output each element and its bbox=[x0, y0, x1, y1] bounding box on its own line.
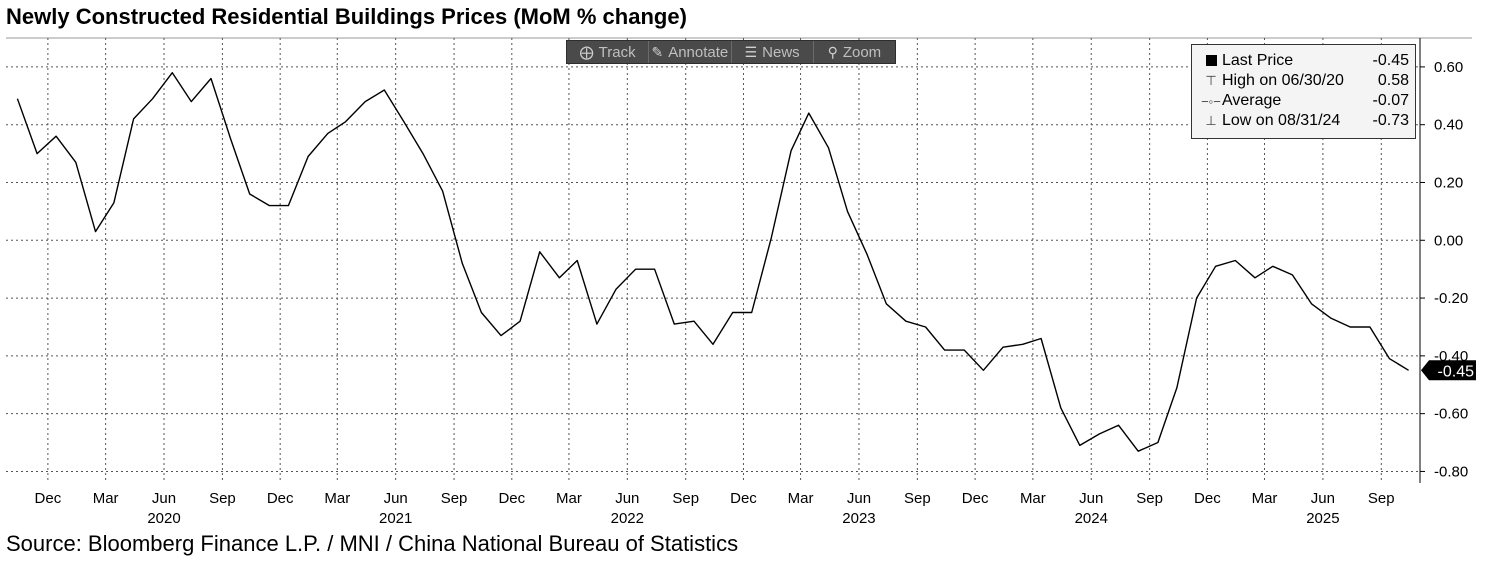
source-note: Source: Bloomberg Finance L.P. / MNI / C… bbox=[6, 531, 739, 556]
series-line bbox=[16, 72, 1409, 452]
x-tick-label: Jun bbox=[847, 490, 871, 507]
x-tick-label: Mar bbox=[1252, 490, 1278, 507]
low-marker-icon: ⊥ bbox=[1205, 113, 1217, 128]
legend-last-price-value: -0.45 bbox=[1372, 52, 1409, 69]
news-button[interactable]: ☰ News bbox=[732, 41, 814, 63]
y-tick-label: 0.60 bbox=[1434, 59, 1463, 76]
last-value-tag bbox=[1421, 360, 1476, 381]
annotate-label: Annotate bbox=[668, 43, 729, 61]
x-year-label: 2022 bbox=[611, 510, 644, 527]
y-tick-label: 0.00 bbox=[1434, 232, 1463, 249]
y-tick-label: -0.80 bbox=[1434, 463, 1468, 480]
news-icon: ☰ bbox=[744, 43, 758, 60]
x-tick-label: Mar bbox=[324, 490, 350, 507]
legend-last-price: Last Price -0.45 bbox=[1200, 51, 1409, 71]
x-tick-label: Dec bbox=[962, 490, 989, 507]
legend-high: ⊤ High on 06/30/20 0.58 bbox=[1200, 71, 1409, 91]
x-tick-label: Sep bbox=[1368, 490, 1395, 507]
chart-toolbar: ⨁ Track ✎ Annotate ☰ News ⚲ Zoom bbox=[566, 40, 896, 64]
legend-high-label: High on 06/30/20 bbox=[1222, 72, 1344, 89]
last-price-square-icon bbox=[1200, 54, 1222, 69]
legend-low-label: Low on 08/31/24 bbox=[1222, 112, 1341, 129]
zoom-button[interactable]: ⚲ Zoom bbox=[814, 41, 895, 63]
legend-average-value: -0.07 bbox=[1372, 92, 1409, 109]
legend-average: −◦− Average -0.07 bbox=[1200, 91, 1409, 111]
x-tick-label: Sep bbox=[209, 490, 236, 507]
magnifier-icon: ⚲ bbox=[827, 43, 838, 60]
high-marker-icon: ⊤ bbox=[1205, 73, 1217, 88]
x-tick-label: Sep bbox=[1136, 490, 1163, 507]
x-tick-label: Mar bbox=[788, 490, 814, 507]
x-year-label: 2025 bbox=[1306, 510, 1339, 527]
x-tick-label: Dec bbox=[730, 490, 757, 507]
legend-low: ⊥ Low on 08/31/24 -0.73 bbox=[1200, 111, 1409, 131]
average-marker-icon: −◦− bbox=[1201, 93, 1221, 109]
y-tick-label: -0.20 bbox=[1434, 290, 1468, 307]
x-tick-label: Mar bbox=[556, 490, 582, 507]
x-tick-label: Sep bbox=[904, 490, 931, 507]
x-tick-label: Mar bbox=[1020, 490, 1046, 507]
x-tick-label: Jun bbox=[615, 490, 639, 507]
x-tick-label: Mar bbox=[93, 490, 119, 507]
legend-last-price-label: Last Price bbox=[1222, 52, 1294, 69]
legend-average-label: Average bbox=[1222, 92, 1282, 109]
x-year-label: 2020 bbox=[147, 510, 180, 527]
zoom-label: Zoom bbox=[842, 43, 882, 61]
x-tick-label: Dec bbox=[267, 490, 294, 507]
x-tick-label: Jun bbox=[384, 490, 408, 507]
last-value-tag-label: -0.45 bbox=[1438, 363, 1475, 380]
y-tick-label: 0.20 bbox=[1434, 174, 1463, 191]
x-tick-label: Jun bbox=[152, 490, 176, 507]
track-label: Track bbox=[598, 43, 636, 61]
y-tick-label: -0.60 bbox=[1434, 406, 1468, 423]
x-tick-label: Sep bbox=[441, 490, 468, 507]
legend-high-value: 0.58 bbox=[1377, 72, 1409, 89]
x-tick-label: Dec bbox=[35, 490, 62, 507]
x-year-label: 2021 bbox=[379, 510, 412, 527]
legend-box[interactable]: Last Price -0.45 ⊤ High on 06/30/20 0.58… bbox=[1191, 44, 1416, 139]
x-tick-label: Jun bbox=[1311, 490, 1335, 507]
x-tick-label: Dec bbox=[498, 490, 525, 507]
y-tick-label: 0.40 bbox=[1434, 117, 1463, 134]
news-label: News bbox=[762, 43, 800, 61]
pencil-icon: ✎ bbox=[651, 43, 664, 60]
chart-title: Newly Constructed Residential Buildings … bbox=[6, 4, 687, 29]
legend-low-value: -0.73 bbox=[1372, 112, 1409, 129]
crosshair-icon: ⨁ bbox=[579, 43, 594, 60]
x-year-label: 2024 bbox=[1075, 510, 1108, 527]
x-year-label: 2023 bbox=[842, 510, 875, 527]
track-button[interactable]: ⨁ Track bbox=[567, 41, 650, 63]
annotate-button[interactable]: ✎ Annotate bbox=[649, 41, 732, 63]
x-tick-label: Sep bbox=[672, 490, 699, 507]
x-tick-label: Jun bbox=[1079, 490, 1103, 507]
x-tick-label: Dec bbox=[1194, 490, 1221, 507]
